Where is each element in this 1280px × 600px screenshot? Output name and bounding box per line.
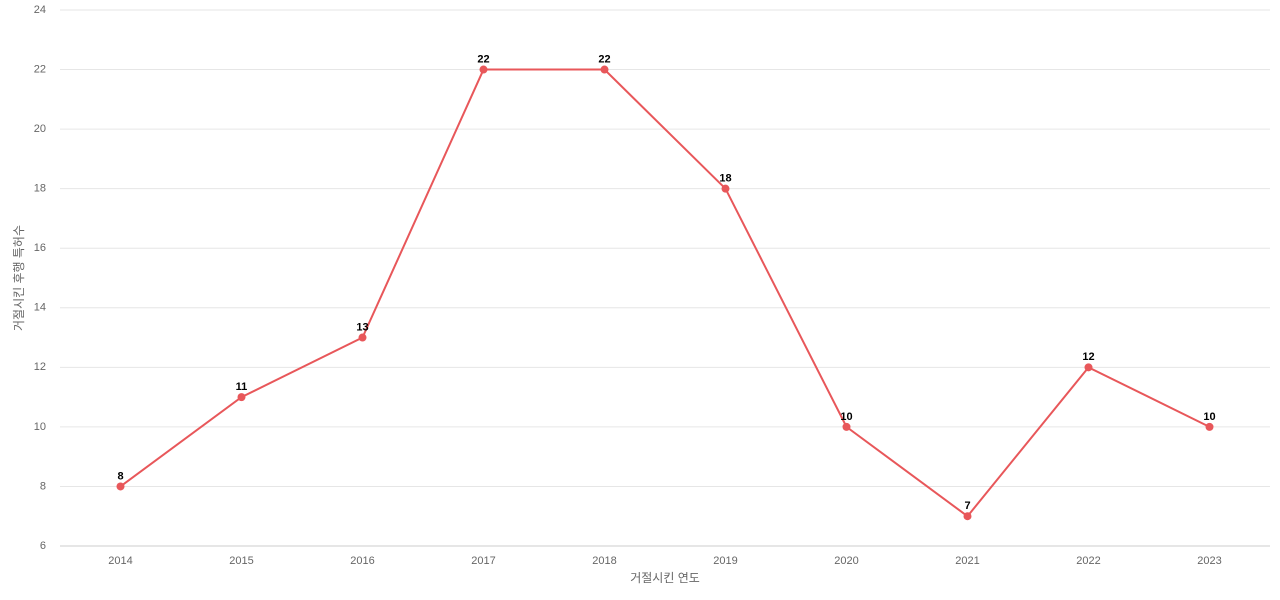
x-tick-label: 2015 (229, 555, 253, 567)
x-tick-label: 2016 (350, 555, 374, 567)
data-point (116, 482, 125, 491)
y-tick-label: 10 (34, 421, 46, 433)
x-tick-label: 2018 (592, 555, 616, 567)
data-label: 10 (840, 411, 852, 423)
x-tick-label: 2019 (713, 555, 737, 567)
y-tick-label: 18 (34, 183, 46, 195)
data-label: 12 (1082, 351, 1094, 363)
y-tick-label: 16 (34, 242, 46, 254)
y-tick-label: 6 (40, 540, 46, 552)
data-label: 13 (356, 321, 368, 333)
x-tick-label: 2014 (108, 555, 132, 567)
x-axis-label: 거절시킨 연도 (630, 571, 700, 585)
line-series (119, 68, 1210, 518)
x-tick-label: 2021 (955, 555, 979, 567)
data-label: 8 (117, 470, 123, 482)
data-label: 18 (719, 173, 731, 185)
y-tick-label: 14 (34, 302, 46, 314)
data-point (600, 65, 609, 74)
y-tick-label: 22 (34, 63, 46, 75)
data-point (479, 65, 488, 74)
data-point (1084, 363, 1093, 372)
x-tick-label: 2020 (834, 555, 858, 567)
y-axis-label: 거절시킨 후행 특허수 (11, 225, 26, 331)
data-label: 11 (236, 381, 248, 393)
data-label: 22 (477, 53, 489, 65)
data-label: 7 (964, 500, 970, 512)
data-label: 10 (1203, 411, 1215, 423)
y-tick-label: 12 (34, 361, 46, 373)
data-point (237, 393, 246, 402)
y-tick-label: 8 (40, 480, 46, 492)
y-tick-label: 24 (34, 4, 46, 16)
x-tick-label: 2022 (1076, 555, 1100, 567)
y-tick-label: 20 (34, 123, 46, 135)
data-label: 22 (598, 53, 610, 65)
data-point (842, 422, 851, 431)
x-tick-label: 2023 (1197, 555, 1221, 567)
data-point (963, 512, 972, 521)
data-point (1205, 422, 1214, 431)
x-tick-label: 2017 (471, 555, 495, 567)
data-point (721, 184, 730, 193)
data-point (358, 333, 367, 342)
